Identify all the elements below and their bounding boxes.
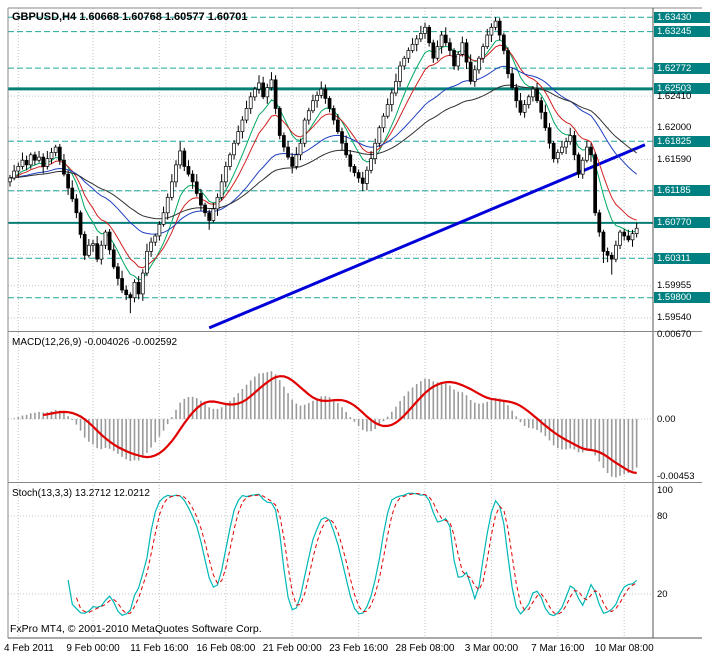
copyright-label: FxPro MT4, © 2001-2010 MetaQuotes Softwa…	[10, 623, 262, 635]
stoch-indicator-label: Stoch(13,3,3) 13.2712 12.0212	[12, 488, 150, 499]
macd-indicator-label: MACD(12,26,9) -0.004026 -0.002592	[12, 337, 178, 348]
symbol-ohlc-label: GBPUSD,H4 1.60668 1.60768 1.60577 1.6070…	[12, 11, 248, 23]
